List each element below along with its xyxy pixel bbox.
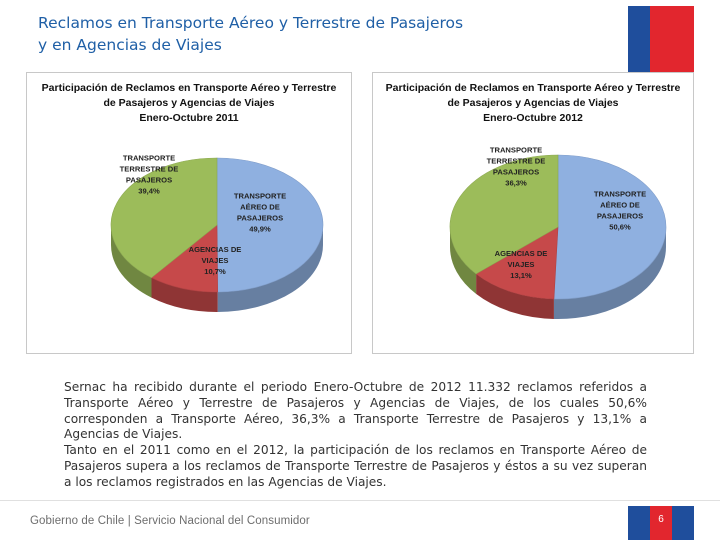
pie-chart-2011: TRANSPORTE AÉREO DE PASAJEROS 49,9% AGENCIAS… bbox=[110, 154, 324, 312]
chart-title-2012: Participación de Reclamos en Transporte … bbox=[373, 81, 693, 126]
chart-title-2011: Participación de Reclamos en Transporte … bbox=[27, 81, 351, 126]
pie-2012-slice-2 bbox=[449, 154, 559, 275]
pie-chart-2011-panel: Participación de Reclamos en Transporte … bbox=[26, 72, 352, 354]
body-paragraph-1: Sernac ha recibido durante el periodo En… bbox=[64, 380, 647, 442]
chart-title-line: Enero-Octubre 2011 bbox=[139, 112, 239, 124]
pie-2011-slice-2 bbox=[110, 157, 218, 279]
pie-2011-slice-1 bbox=[150, 224, 218, 293]
body-text: Sernac ha recibido durante el periodo En… bbox=[64, 380, 647, 491]
page-number: 6 bbox=[658, 514, 664, 525]
pie-2012-slice-2-label: TRANSPORTE TERRESTRE DE PASAJEROS 36,3% bbox=[487, 146, 546, 188]
pie-2012-slice-0 bbox=[553, 154, 667, 300]
page-number-badge: 6 bbox=[628, 506, 694, 540]
pie-2012-slice-2-side bbox=[450, 227, 477, 294]
pie-chart-2012: TRANSPORTE AÉREO DE PASAJEROS 50,6% AGENCIAS… bbox=[449, 146, 667, 319]
page-title-line-2: y en Agencias de Viajes bbox=[38, 36, 222, 54]
chart-title-line: de Pasajeros y Agencias de Viajes bbox=[103, 97, 275, 109]
body-paragraph-2: Tanto en el 2011 como en el 2012, la par… bbox=[64, 443, 647, 489]
page-title-line-1: Reclamos en Transporte Aéreo y Terrestre… bbox=[38, 14, 464, 32]
pie-2011-slice-2-label: TRANSPORTE TERRESTRE DE PASAJEROS 39,4% bbox=[120, 154, 179, 196]
footer-divider bbox=[0, 500, 720, 501]
pie-chart-2012-panel: Participación de Reclamos en Transporte … bbox=[372, 72, 694, 354]
pie-2012-slice-1-side bbox=[476, 273, 554, 319]
pie-2012-slice-1 bbox=[475, 226, 559, 300]
page-title: Reclamos en Transporte Aéreo y Terrestre… bbox=[38, 12, 558, 56]
chart-title-line: Participación de Reclamos en Transporte … bbox=[41, 82, 337, 94]
pie-2011-slice-1-side bbox=[151, 277, 218, 312]
pie-2011-slice-0-label: TRANSPORTE AÉREO DE PASAJEROS 49,9% bbox=[234, 192, 286, 234]
pie-2011-slice-1-label: AGENCIAS DE VIAJES 10,7% bbox=[189, 245, 242, 276]
chart-title-line: Participación de Reclamos en Transporte … bbox=[385, 82, 681, 94]
chart-title-line: Enero-Octubre 2012 bbox=[483, 112, 583, 124]
pie-2011-slice-0 bbox=[216, 157, 324, 293]
pie-2012-slice-0-side bbox=[553, 227, 666, 319]
chile-flag-decoration bbox=[628, 0, 694, 78]
pie-2012-slice-1-label: AGENCIAS DE VIAJES 13,1% bbox=[495, 249, 548, 280]
pie-2012-slice-0-label: TRANSPORTE AÉREO DE PASAJEROS 50,6% bbox=[594, 190, 646, 232]
pie-2011-slice-2-side bbox=[111, 225, 152, 298]
footer-government-logo-text: Gobierno de Chile | Servicio Nacional de… bbox=[30, 515, 310, 527]
chart-title-line: de Pasajeros y Agencias de Viajes bbox=[447, 97, 619, 109]
